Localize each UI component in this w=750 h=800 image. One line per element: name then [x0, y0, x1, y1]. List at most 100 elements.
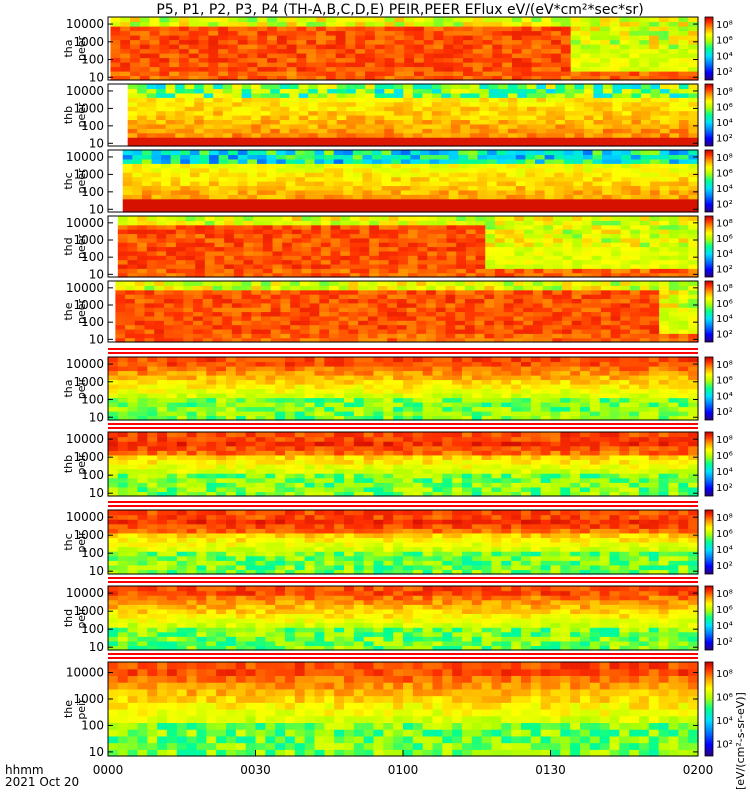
heatmap-cell [453, 57, 464, 63]
heatmap-cell [536, 132, 547, 138]
heatmap-cell [435, 328, 447, 334]
colorbar-tick-label: 10⁸ [716, 153, 733, 164]
heatmap-cell [216, 388, 227, 394]
heatmap-cell [132, 176, 143, 182]
heatmap-cell [374, 119, 385, 125]
heatmap-cell [308, 97, 319, 103]
heatmap-cell [581, 216, 593, 221]
heatmap-cell [198, 17, 209, 23]
heatmap-cell [640, 198, 651, 204]
heatmap-cell [601, 259, 612, 265]
heatmap-cell [203, 106, 214, 112]
heatmap-cell [571, 307, 583, 313]
heatmap-cell [218, 71, 229, 77]
heatmap-cell [387, 285, 398, 291]
heatmap-cell [255, 388, 266, 394]
colorbar-tick-label: 10⁴ [716, 249, 733, 260]
heatmap-cell [531, 66, 542, 72]
heatmap-cell [545, 119, 557, 125]
heatmap-cell [580, 357, 591, 363]
heatmap-cell [517, 97, 528, 103]
heatmap-cell [688, 333, 699, 339]
heatmap-cell [439, 167, 450, 173]
heatmap-cell [501, 379, 512, 385]
heatmap-cell [365, 115, 376, 121]
heatmap-cell [146, 233, 158, 239]
heatmap-cell [410, 167, 421, 173]
heatmap-cell [343, 150, 354, 156]
heatmap-cell [550, 402, 561, 408]
heatmap-cell [659, 132, 671, 138]
heatmap-cell [600, 315, 612, 321]
heatmap-cell [132, 163, 143, 169]
heatmap-cell [149, 26, 161, 32]
heatmap-cell [484, 302, 495, 308]
heatmap-cell [431, 92, 442, 98]
heatmap-cell [130, 75, 141, 81]
heatmap-cell [348, 315, 359, 321]
heatmap-cell [260, 97, 271, 103]
heatmap-cell [502, 26, 513, 32]
heatmap-cell [327, 123, 338, 129]
heatmap-cell [521, 375, 532, 381]
heatmap-cell [266, 150, 277, 156]
heatmap-cell [388, 216, 399, 221]
heatmap-cell [432, 361, 443, 367]
heatmap-cell [270, 289, 282, 295]
heatmap-cell [514, 216, 525, 221]
heatmap-cell [541, 62, 552, 68]
heatmap-cell [384, 53, 396, 59]
heatmap-cell [165, 101, 176, 107]
heatmap-cell [582, 194, 594, 200]
heatmap-cell [298, 84, 309, 90]
heatmap-cell [658, 75, 670, 81]
colorbar-tick-label: 10⁸ [716, 219, 733, 230]
heatmap-cell [189, 176, 201, 182]
y-tick-label: 10000 [66, 216, 104, 230]
heatmap-cell [365, 35, 376, 41]
heatmap-cell [563, 207, 574, 213]
heatmap-cell [365, 92, 376, 98]
heatmap-cell [146, 268, 158, 274]
heatmap-cell [431, 119, 442, 125]
heatmap-cell [285, 150, 296, 156]
heatmap-cell [304, 370, 316, 376]
heatmap-cell [262, 272, 274, 278]
heatmap-cell [266, 181, 277, 187]
heatmap-cell [161, 163, 172, 169]
heatmap-cell [554, 181, 565, 187]
heatmap-cell [531, 26, 542, 32]
heatmap-cell [629, 62, 640, 68]
heatmap-cell [423, 53, 435, 59]
heatmap-cell [159, 17, 170, 23]
heatmap-cell [455, 302, 466, 308]
heatmap-cell [485, 255, 496, 261]
heatmap-cell [455, 289, 466, 295]
heatmap-cell [455, 294, 466, 300]
heatmap-cell [678, 263, 689, 269]
heatmap-cell [222, 110, 233, 116]
heatmap-cell [678, 220, 689, 226]
heatmap-cell [180, 154, 191, 160]
heatmap-cell [511, 388, 522, 394]
heatmap-cell [127, 97, 138, 103]
heatmap-cell [456, 250, 467, 256]
heatmap-cell [496, 198, 507, 204]
heatmap-cell [620, 263, 631, 269]
heatmap-cell [600, 21, 611, 27]
heatmap-cell [336, 119, 347, 125]
heatmap-cell [204, 216, 216, 221]
heatmap-cell [593, 106, 604, 112]
heatmap-cell [231, 320, 243, 326]
heatmap-cell [110, 62, 121, 68]
heatmap-cell [186, 402, 198, 408]
heatmap-cell [308, 92, 319, 98]
heatmap-cell [388, 224, 399, 230]
heatmap-cell [521, 411, 532, 417]
heatmap-cell [193, 285, 204, 291]
heatmap-cell [218, 44, 229, 50]
heatmap-cell [256, 194, 268, 200]
heatmap-cell [391, 176, 402, 182]
heatmap-cell [125, 333, 136, 339]
heatmap-cell [464, 285, 476, 291]
